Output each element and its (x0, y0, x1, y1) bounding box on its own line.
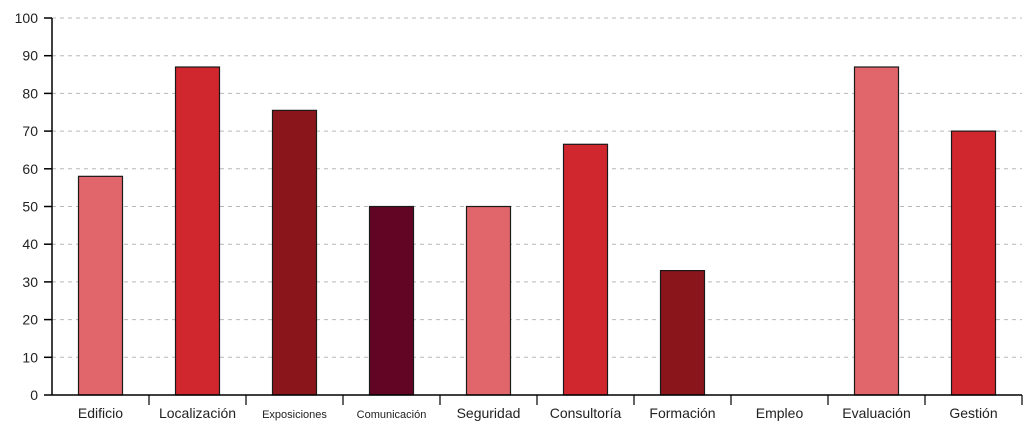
x-tick-label-formacion: Formación (649, 405, 715, 421)
y-tick-label-60: 60 (22, 161, 38, 177)
bar-consultoria (562, 143, 609, 396)
x-tick-label-seguridad: Seguridad (457, 405, 521, 421)
y-tick-label-20: 20 (22, 312, 38, 328)
x-tick-label-localizacion: Localización (159, 405, 236, 421)
axis-labels: 0 10 20 30 40 50 60 70 80 90 100 Edificio Localizaci… (15, 10, 998, 421)
bar-gestion (950, 130, 997, 396)
x-tick-label-edificio: Edificio (78, 405, 123, 421)
bars (77, 66, 997, 396)
y-tick-label-70: 70 (22, 123, 38, 139)
y-tick-label-100: 100 (15, 10, 39, 26)
y-tick-label-30: 30 (22, 274, 38, 290)
x-tick-label-empleo: Empleo (756, 405, 804, 421)
x-tick-label-exposiciones: Exposiciones (262, 409, 327, 421)
bar-exposiciones (271, 109, 318, 396)
bar-evaluacion (853, 66, 900, 396)
bar-comunicacion (368, 205, 415, 396)
bar-localizacion (174, 66, 221, 396)
axes (44, 17, 1023, 405)
y-tick-label-40: 40 (22, 236, 38, 252)
y-tick-label-50: 50 (22, 199, 38, 215)
y-tick-label-90: 90 (22, 48, 38, 64)
bar-edificio (77, 175, 124, 396)
x-tick-label-evaluacion: Evaluación (842, 405, 911, 421)
x-tick-label-consultoria: Consultoría (550, 405, 622, 421)
bar-seguridad (465, 205, 512, 396)
bar-formacion (659, 269, 706, 396)
y-tick-label-10: 10 (22, 349, 38, 365)
x-tick-label-comunicacion: Comunicación (357, 409, 427, 421)
x-tick-label-gestion: Gestión (949, 405, 997, 421)
y-tick-label-80: 80 (22, 85, 38, 101)
y-tick-label-0: 0 (30, 387, 38, 403)
